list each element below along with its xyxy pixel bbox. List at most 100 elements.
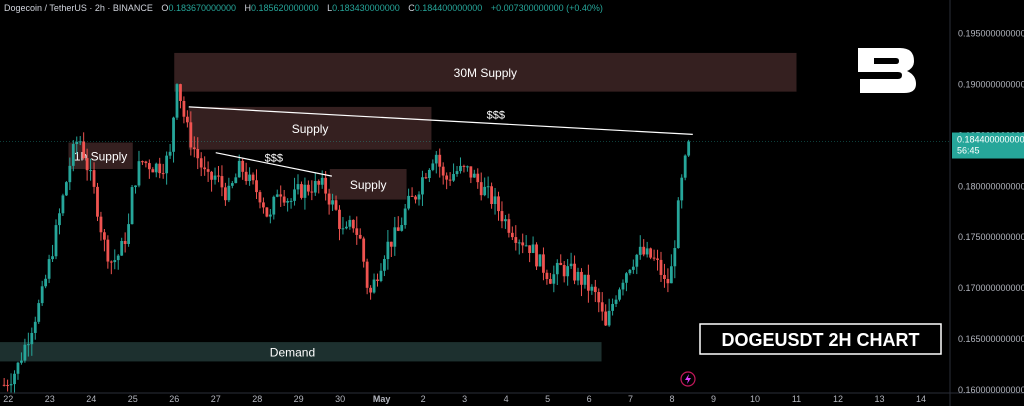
candle (535, 242, 538, 271)
candle (504, 214, 507, 229)
candle (9, 373, 13, 393)
candle (393, 216, 397, 256)
candle (434, 151, 438, 174)
candle (237, 154, 241, 178)
candle (493, 187, 497, 215)
candle (403, 204, 407, 229)
candle (106, 235, 110, 269)
candle (407, 188, 411, 211)
candle (37, 299, 41, 324)
candle (517, 239, 521, 255)
candle (490, 182, 493, 209)
symbol-legend: Dogecoin / TetherUS · 2h · BINANCE O0.18… (4, 3, 603, 13)
candle (562, 261, 566, 283)
candle (538, 254, 542, 267)
candle (583, 274, 587, 289)
candle (168, 143, 172, 159)
candle (2, 378, 6, 387)
candle (659, 251, 663, 282)
supply-zone: 30M Supply (174, 52, 797, 92)
candle (279, 185, 283, 207)
candle (396, 216, 400, 232)
candle (16, 361, 20, 380)
liquidity-lines-layer: $$$ $$$ (188, 106, 693, 177)
candle (227, 177, 231, 203)
candle (241, 158, 245, 180)
candle (576, 267, 580, 286)
candle (272, 195, 276, 220)
candle (172, 116, 175, 163)
candle (414, 195, 417, 204)
time-tick-label: 26 (169, 394, 179, 404)
candle (645, 241, 649, 258)
candle (165, 151, 169, 185)
zone-label: Supply (350, 178, 387, 192)
candle (687, 139, 691, 158)
candle (469, 166, 473, 184)
candle (296, 174, 300, 195)
candle (673, 240, 677, 279)
lightning-icon[interactable] (680, 371, 696, 387)
candle (262, 197, 265, 214)
candle (20, 352, 23, 365)
candle (220, 165, 224, 197)
time-tick-label: 3 (462, 394, 467, 404)
candle (82, 132, 86, 160)
open-value: 0.183670000000 (168, 3, 237, 13)
candle (64, 181, 68, 196)
price-tick-label: 0.190000000000 (958, 80, 1024, 90)
high-label: H (244, 3, 252, 13)
candle (459, 157, 462, 174)
candle (282, 189, 286, 206)
candle (324, 171, 328, 201)
candle (192, 136, 196, 158)
candle (230, 181, 234, 189)
candle (355, 216, 359, 245)
candle (455, 165, 459, 177)
time-tick-label: 5 (545, 394, 550, 404)
candle (23, 338, 27, 363)
candle (224, 182, 227, 206)
time-tick-label: 7 (628, 394, 633, 404)
candle (559, 254, 563, 266)
candle (147, 159, 151, 179)
close-label: C (408, 3, 415, 13)
time-tick-label: 6 (587, 394, 592, 404)
candle (438, 148, 442, 178)
candle (137, 150, 141, 188)
candle (524, 235, 528, 247)
candle (300, 181, 303, 200)
candle (71, 140, 75, 172)
time-tick-label: 30 (335, 394, 345, 404)
candle (445, 172, 449, 190)
candle (123, 232, 127, 253)
candle (334, 195, 338, 211)
candle (154, 162, 158, 178)
candle (680, 174, 684, 209)
time-tick-label: 28 (252, 394, 262, 404)
candle (310, 180, 314, 201)
supply-zone: Supply (329, 169, 407, 200)
candle (514, 225, 518, 251)
candle (555, 259, 559, 286)
candle (179, 83, 182, 109)
candle (521, 233, 525, 254)
candle (68, 157, 72, 191)
candle (372, 273, 376, 294)
candle (604, 304, 608, 326)
candle (486, 176, 490, 199)
zone-label: 1h Supply (74, 149, 127, 163)
candle (452, 163, 455, 182)
zone-box (329, 169, 407, 200)
candle (376, 273, 379, 287)
liquidity-line: $$$ (188, 106, 693, 135)
candle (175, 83, 179, 120)
candle (248, 167, 251, 186)
candle (542, 247, 545, 281)
candle (206, 161, 210, 182)
candle (120, 237, 124, 256)
candle (379, 263, 383, 283)
time-tick-label: 23 (45, 394, 55, 404)
candle (258, 190, 262, 209)
